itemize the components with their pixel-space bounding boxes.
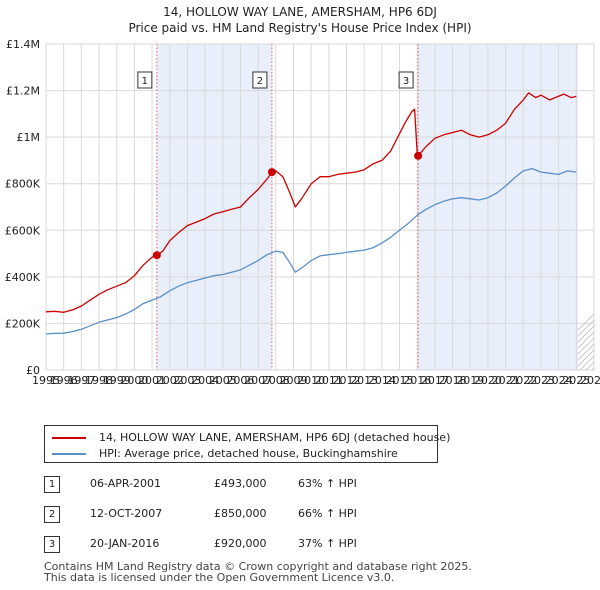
x-tick-label: 2001 — [138, 374, 166, 387]
x-tick-label: 2011 — [315, 374, 343, 387]
sale-label-box — [137, 71, 153, 89]
sale-row: 3 20-JAN-2016 £920,000 37% ↑ HPI — [44, 534, 384, 554]
legend: 14, HOLLOW WAY LANE, AMERSHAM, HP6 6DJ (… — [44, 425, 450, 463]
sale-hpi-change: 63% ↑ HPI — [298, 477, 357, 490]
sale-date: 12-OCT-2007 — [90, 507, 163, 520]
sale-label-box — [398, 71, 414, 89]
x-tick-label: 2004 — [191, 374, 219, 387]
x-tick-label: 2006 — [226, 374, 254, 387]
x-tick-label: 2005 — [209, 374, 237, 387]
x-tick-label: 2000 — [120, 374, 148, 387]
sale-label-number: 1 — [142, 76, 148, 87]
sale-point — [152, 251, 161, 260]
x-tick-label: 2016 — [403, 374, 431, 387]
x-tick-label: 2014 — [368, 374, 396, 387]
sale-row: 2 12-OCT-2007 £850,000 66% ↑ HPI — [44, 504, 384, 524]
chart-subtitle: Price paid vs. HM Land Registry's House … — [128, 21, 471, 35]
y-tick-label: £0 — [26, 364, 40, 377]
x-tick-label: 2025 — [562, 374, 590, 387]
legend-label-price: 14, HOLLOW WAY LANE, AMERSHAM, HP6 6DJ (… — [99, 431, 451, 444]
y-tick-label: £800K — [5, 178, 41, 191]
sale-price: £920,000 — [214, 537, 267, 550]
x-tick-label: 2023 — [527, 374, 555, 387]
sale-period-band — [418, 44, 579, 370]
price-series-line — [45, 92, 577, 313]
sale-badge: 2 — [44, 506, 60, 523]
grid — [45, 43, 595, 371]
x-tick-label: 2022 — [509, 374, 537, 387]
sale-period-band — [156, 44, 272, 370]
axes: £0£200K£400K£600K£800K£1M£1.2M£1.4M19951… — [5, 38, 600, 387]
sale-label-number: 2 — [257, 76, 263, 87]
sale-price: £850,000 — [214, 507, 267, 520]
x-tick-label: 2015 — [386, 374, 414, 387]
series — [45, 92, 577, 335]
sale-label-box — [252, 71, 268, 89]
hatch-line — [578, 313, 595, 331]
sale-label-number: 3 — [403, 76, 409, 87]
x-tick-label: 2021 — [492, 374, 520, 387]
sale-labels: 1 2 3 — [137, 71, 414, 89]
x-tick-label: 2007 — [244, 374, 272, 387]
x-tick-label: 2020 — [474, 374, 502, 387]
hpi-series-line — [45, 167, 577, 335]
y-tick-label: £1.2M — [6, 85, 40, 98]
x-tick-label: 2008 — [262, 374, 290, 387]
y-tick-label: £1.4M — [6, 38, 40, 51]
x-tick-label: 2024 — [545, 374, 573, 387]
y-tick-label: £1M — [17, 131, 41, 144]
hatch-line — [579, 355, 595, 370]
sale-hpi-change: 37% ↑ HPI — [298, 537, 357, 550]
sale-price: £493,000 — [214, 477, 267, 490]
sale-date: 06-APR-2001 — [90, 477, 162, 490]
sale-badge: 3 — [44, 536, 60, 553]
x-tick-label: 1995 — [32, 374, 60, 387]
price-chart: 14, HOLLOW WAY LANE, AMERSHAM, HP6 6DJ P… — [5, 5, 600, 387]
x-tick-label: 2012 — [333, 374, 361, 387]
legend-swatch-price — [52, 437, 86, 439]
legend-swatch-hpi — [52, 453, 86, 455]
x-tick-label: 2009 — [279, 374, 307, 387]
x-tick-label: 2018 — [439, 374, 467, 387]
footer-licence: This data is licensed under the Open Gov… — [44, 571, 395, 584]
chart-title: 14, HOLLOW WAY LANE, AMERSHAM, HP6 6DJ — [163, 5, 437, 19]
x-tick-label: 2017 — [421, 374, 449, 387]
future-hatch — [578, 313, 595, 370]
x-tick-label: 2003 — [173, 374, 201, 387]
footer: Contains HM Land Registry data © Crown c… — [44, 561, 584, 583]
x-tick-label: 1997 — [67, 374, 95, 387]
x-tick-label: 1996 — [50, 374, 78, 387]
x-tick-label: 2019 — [456, 374, 484, 387]
sale-badge: 1 — [44, 476, 60, 493]
y-tick-label: £200K — [5, 317, 41, 330]
sale-point — [414, 151, 423, 160]
sale-row: 1 06-APR-2001 £493,000 63% ↑ HPI — [44, 474, 384, 494]
y-tick-label: £600K — [5, 224, 41, 237]
sale-date: 20-JAN-2016 — [90, 537, 160, 550]
sale-period-shading — [156, 44, 579, 370]
sale-point — [267, 168, 276, 177]
x-tick-label: 1998 — [85, 374, 113, 387]
x-tick-label: 1999 — [103, 374, 131, 387]
sale-hpi-change: 66% ↑ HPI — [298, 507, 357, 520]
x-tick-label: 2010 — [297, 374, 325, 387]
x-tick-label: 2002 — [156, 374, 184, 387]
legend-label-hpi: HPI: Average price, detached house, Buck… — [99, 447, 398, 460]
x-tick-label: 2013 — [350, 374, 378, 387]
footer-copyright: Contains HM Land Registry data © Crown c… — [44, 560, 472, 573]
x-tick-label: 2026 — [580, 374, 600, 387]
y-tick-label: £400K — [5, 271, 41, 284]
